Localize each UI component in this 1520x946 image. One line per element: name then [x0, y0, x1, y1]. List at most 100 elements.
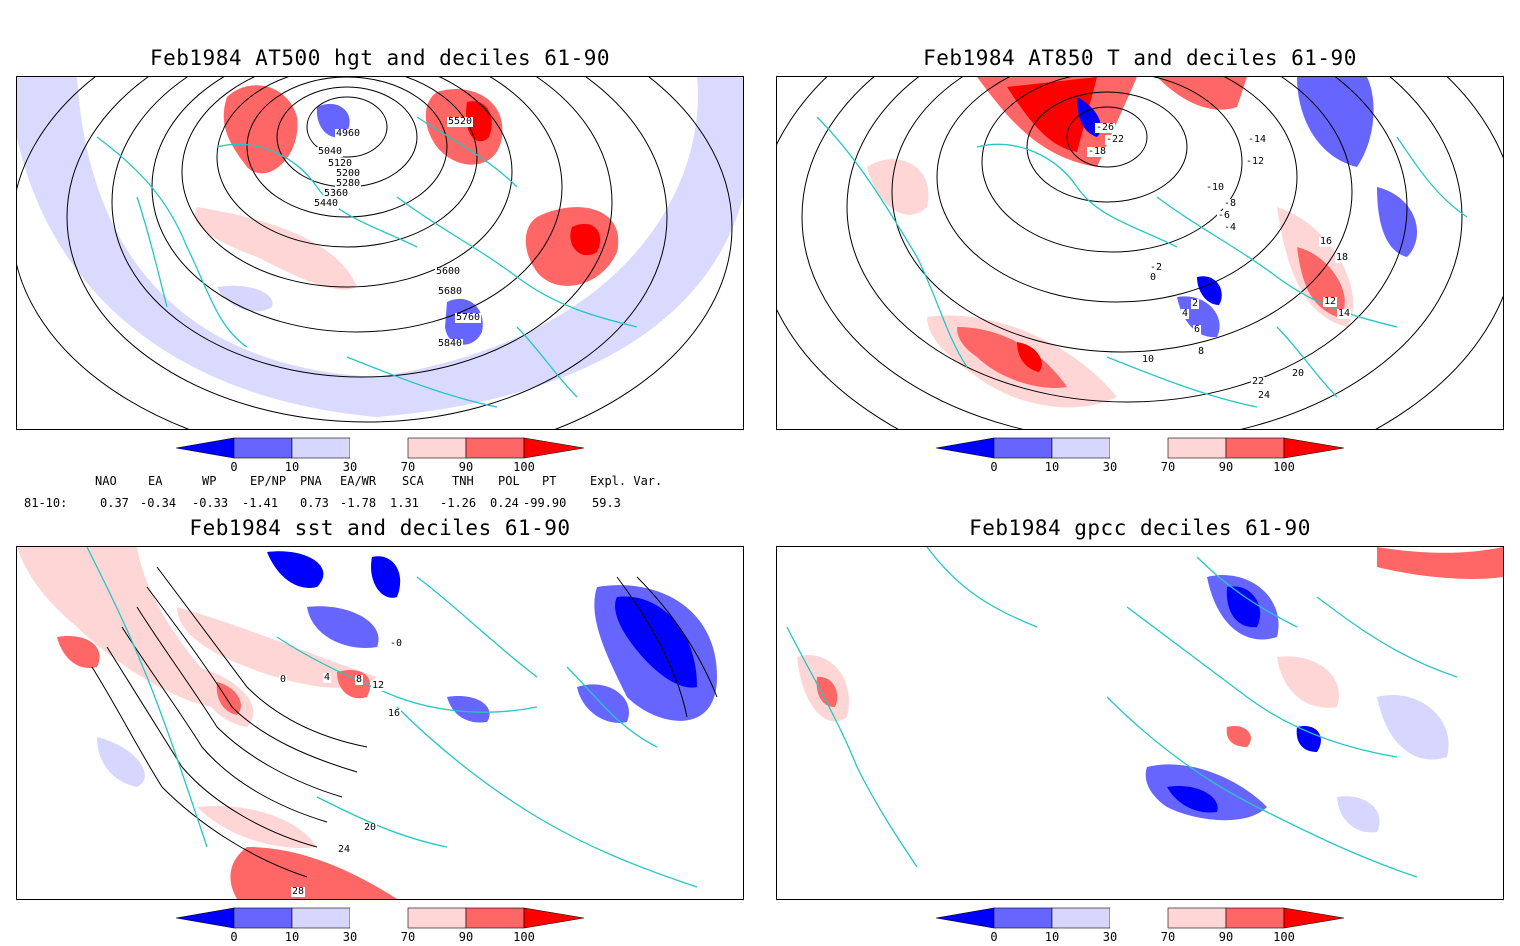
teleconnection-indices: NAO EA WP EP/NP PNA EA/WR SCA TNH POL PT… [20, 474, 720, 514]
index-header: PNA [300, 474, 322, 488]
index-value: 0.73 [300, 496, 329, 510]
contour-label: 4 [1181, 308, 1190, 319]
contour-label: 5840 [437, 338, 464, 349]
colorbar-tick: 90 [1218, 930, 1234, 944]
index-value: -1.41 [242, 496, 279, 510]
contour-label: -2 [1149, 262, 1164, 273]
contour-label: 5280 [335, 178, 362, 189]
panel-title: Feb1984 AT850 T and deciles 61-90 [923, 46, 1357, 70]
index-value: 0.37 [100, 496, 129, 510]
contour-label: -0 [389, 638, 404, 649]
colorbar-tick: 30 [1102, 460, 1118, 474]
contour-label: 16 [1319, 236, 1334, 247]
contour-label: 0 [279, 674, 288, 685]
index-value: -0.34 [140, 496, 177, 510]
map-gpcc [776, 546, 1504, 900]
colorbar-tick: 10 [284, 460, 300, 474]
colorbar-tick: 70 [1160, 460, 1176, 474]
index-value: -1.26 [440, 496, 477, 510]
colorbar-tick: 10 [1044, 930, 1060, 944]
panel-title: Feb1984 sst and deciles 61-90 [189, 516, 571, 540]
contour-label: 12 [1323, 296, 1338, 307]
contour-label: 5440 [313, 198, 340, 209]
contour-label: 20 [363, 822, 378, 833]
contour-label: 5360 [323, 188, 350, 199]
colorbar-tick: 10 [284, 930, 300, 944]
colorbar-tick: 90 [458, 460, 474, 474]
contour-label: 4960 [335, 128, 362, 139]
colorbar-tick: 100 [1273, 460, 1295, 474]
colorbar-tick: 70 [400, 930, 416, 944]
index-header: WP [202, 474, 217, 488]
colorbar-tick: 10 [1044, 460, 1060, 474]
index-header: NAO [95, 474, 117, 488]
contour-label: 14 [1337, 308, 1352, 319]
colorbar: 0 10 30 70 90 100 [175, 436, 596, 476]
contour-label: 8 [1197, 346, 1206, 357]
contour-label: 10 [1141, 354, 1156, 365]
index-header: Expl. Var. [590, 474, 663, 488]
index-header: PT [542, 474, 557, 488]
contour-label: 5200 [335, 168, 362, 179]
index-header: EA/WR [340, 474, 377, 488]
contour-label: -6 [1217, 210, 1232, 221]
index-value: 1.31 [390, 496, 419, 510]
contour-label: 16 [387, 708, 402, 719]
contour-label: 12 [371, 680, 386, 691]
contour-label: 18 [1335, 252, 1350, 263]
colorbar-tick: 0 [990, 930, 998, 944]
contour-label: 5680 [437, 286, 464, 297]
index-value: -0.33 [192, 496, 229, 510]
contour-label: 5520 [447, 116, 474, 127]
contour-label: -22 [1105, 134, 1126, 145]
contour-label: -26 [1095, 122, 1116, 133]
index-row-label: 81-10: [24, 496, 68, 510]
index-header: EA [148, 474, 163, 488]
colorbar-tick: 90 [458, 930, 474, 944]
panel-title: Feb1984 gpcc deciles 61-90 [969, 516, 1311, 540]
colorbar: 0 10 30 70 90 100 [935, 906, 1356, 946]
colorbar: 0 10 30 70 90 100 [935, 436, 1356, 476]
colorbar-tick: 30 [342, 930, 358, 944]
contour-label: -8 [1223, 198, 1238, 209]
contour-label: 6 [1193, 324, 1202, 335]
contour-label: 20 [1291, 368, 1306, 379]
colorbar-tick: 70 [1160, 930, 1176, 944]
index-header: SCA [402, 474, 424, 488]
contour-label: 4 [323, 672, 332, 683]
contour-label: 22 [1251, 376, 1266, 387]
contour-label: -14 [1247, 134, 1268, 145]
contour-label: 5760 [455, 312, 482, 323]
contour-label: 24 [1257, 390, 1272, 401]
index-header: EP/NP [250, 474, 287, 488]
colorbar-tick: 70 [400, 460, 416, 474]
index-value: 0.24 [490, 496, 519, 510]
index-header: POL [498, 474, 520, 488]
contour-label: 0 [1149, 272, 1158, 283]
contour-label: 5120 [327, 158, 354, 169]
colorbar-tick: 0 [990, 460, 998, 474]
map-sst: -0 0 4 8 12 16 20 24 28 [16, 546, 744, 900]
colorbar: 0 10 30 70 90 100 [175, 906, 596, 946]
colorbar-tick: 100 [1273, 930, 1295, 944]
index-header: TNH [452, 474, 474, 488]
map-at500: 4960 5040 5120 5200 5280 5360 5440 5520 5600 5680… [16, 76, 744, 430]
contour-label: 5040 [317, 146, 344, 157]
colorbar-tick: 100 [513, 460, 535, 474]
contour-label: -10 [1205, 182, 1226, 193]
contour-label: 2 [1191, 298, 1200, 309]
contour-label: -18 [1087, 146, 1108, 157]
colorbar-tick: 30 [342, 460, 358, 474]
contour-label: -4 [1223, 222, 1238, 233]
contour-label: 5600 [435, 266, 462, 277]
index-value: 59.3 [592, 496, 621, 510]
contour-label: -12 [1245, 156, 1266, 167]
contour-label: 8 [355, 674, 364, 685]
index-value: -1.78 [340, 496, 377, 510]
colorbar-tick: 0 [230, 460, 238, 474]
contour-label: 28 [291, 886, 306, 897]
contour-label: 24 [337, 844, 352, 855]
colorbar-tick: 30 [1102, 930, 1118, 944]
panel-title: Feb1984 AT500 hgt and deciles 61-90 [149, 46, 610, 70]
index-value: -99.90 [523, 496, 567, 510]
